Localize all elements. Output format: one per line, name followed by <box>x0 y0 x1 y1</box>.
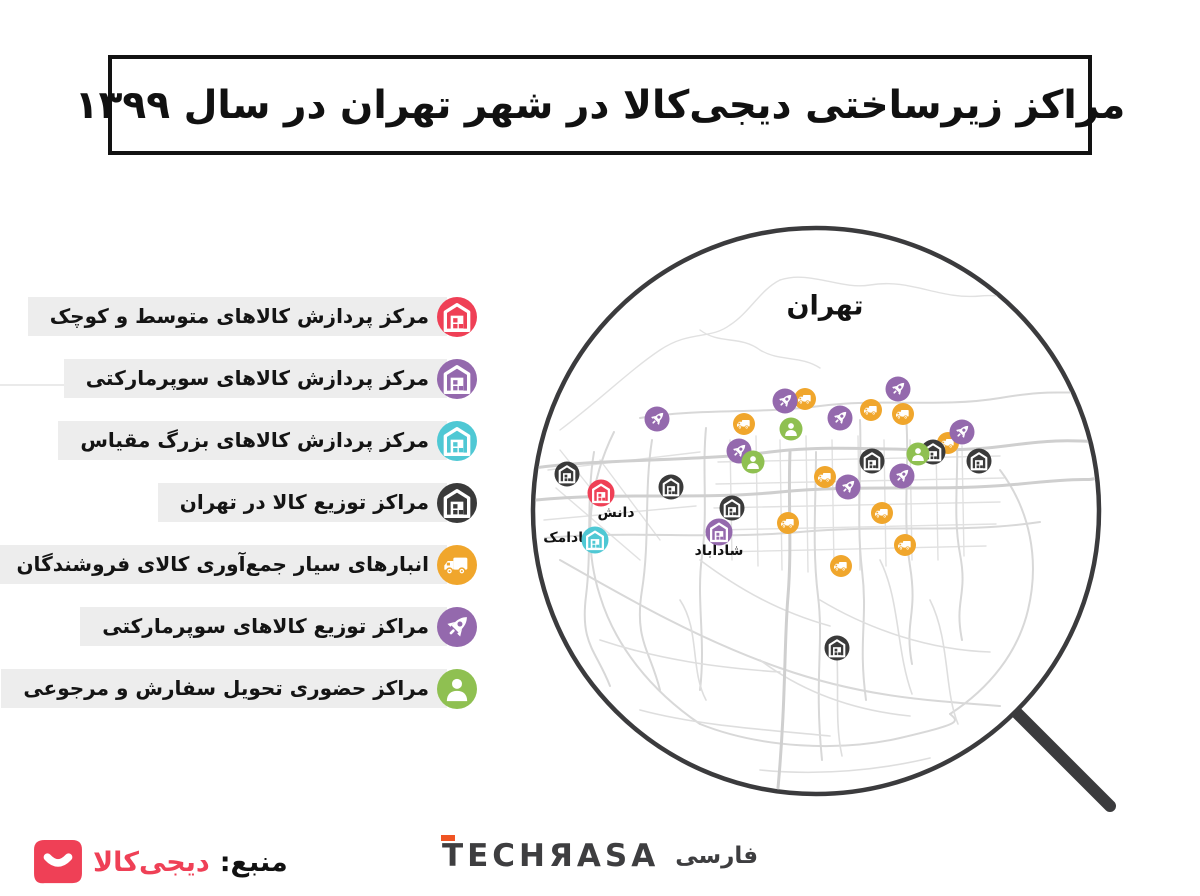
title-box: مراکز زیرساختی دیجی‌کالا در شهر تهران در… <box>75 55 1126 155</box>
map-marker-supermarket-distribution <box>889 463 915 489</box>
map-city-label: تهران <box>786 290 864 322</box>
map-marker-mobile-seller-warehouse <box>777 512 799 534</box>
building-icon <box>437 358 477 399</box>
map-marker-pickup-return <box>906 442 930 466</box>
legend-item-distribution-tehran: مراکز توزیع کالا در تهران <box>157 482 477 523</box>
map-marker-distribution-tehran <box>859 448 885 474</box>
map-marker-processing-large-scale <box>581 526 609 554</box>
legend-item-processing-medium-small: مرکز پردازش کالاهای متوسط و کوچک <box>27 296 477 337</box>
techrasa-wordmark: TECHЯASA <box>440 835 660 874</box>
techrasa-text: TECHЯASA <box>441 838 660 874</box>
building-icon <box>437 482 477 523</box>
map-place-label: دانش <box>597 505 635 521</box>
map-marker-processing-medium-small <box>587 479 615 507</box>
legend-item-label: مرکز پردازش کالاهای بزرگ مقیاس <box>58 421 447 460</box>
map-marker-mobile-seller-warehouse <box>871 502 893 524</box>
source-label: منبع: <box>219 846 288 878</box>
map-marker-supermarket-distribution <box>885 376 911 402</box>
techrasa-farsi-label: فارسی <box>675 843 759 869</box>
legend-item-label: مرکز پردازش کالاهای سوپرمارکتی <box>63 359 447 398</box>
building-icon <box>437 420 477 461</box>
legend-item-label: مراکز توزیع کالاهای سوپرمارکتی <box>80 607 447 646</box>
person-icon <box>437 668 477 709</box>
map-marker-distribution-tehran <box>658 474 684 500</box>
building-icon <box>437 296 477 337</box>
map-marker-mobile-seller-warehouse <box>830 555 852 577</box>
source-credit: دیجی‌کالا منبع: <box>33 836 288 888</box>
map-marker-supermarket-distribution <box>949 419 975 445</box>
map-marker-distribution-tehran <box>966 448 992 474</box>
page-title: مراکز زیرساختی دیجی‌کالا در شهر تهران در… <box>74 82 1126 128</box>
map-marker-pickup-return <box>741 450 765 474</box>
map-marker-distribution-tehran <box>554 461 580 487</box>
legend-item-processing-large-scale: مرکز پردازش کالاهای بزرگ مقیاس <box>58 420 477 461</box>
map-marker-supermarket-distribution <box>827 405 853 431</box>
legend: مرکز پردازش کالاهای متوسط و کوچک مرکز پر… <box>0 296 477 709</box>
techrasa-brand: TECHЯASA فارسی <box>440 835 759 874</box>
source-name: دیجی‌کالا <box>93 846 210 878</box>
map-place-label: شادآباد <box>694 543 744 559</box>
legend-item-label: مرکز پردازش کالاهای متوسط و کوچک <box>27 297 447 336</box>
map-marker-supermarket-distribution <box>644 406 670 432</box>
digikala-logo-icon <box>34 839 82 884</box>
map-marker-supermarket-distribution <box>772 388 798 414</box>
rocket-icon <box>437 606 477 647</box>
legend-item-processing-supermarket: مرکز پردازش کالاهای سوپرمارکتی <box>63 358 477 399</box>
magnifier-circle <box>530 225 1102 797</box>
map-marker-processing-supermarket <box>705 518 733 546</box>
map-marker-supermarket-distribution <box>835 474 861 500</box>
legend-item-label: انبارهای سیار جمع‌آوری کالای فروشندگان <box>0 545 447 584</box>
map-marker-mobile-seller-warehouse <box>860 399 882 421</box>
map-marker-mobile-seller-warehouse <box>794 388 816 410</box>
map-marker-mobile-seller-warehouse <box>814 466 836 488</box>
legend-item-supermarket-distribution: مراکز توزیع کالاهای سوپرمارکتی <box>80 606 477 647</box>
truck-icon <box>437 544 477 585</box>
legend-item-mobile-seller-warehouse: انبارهای سیار جمع‌آوری کالای فروشندگان <box>0 544 477 585</box>
legend-item-pickup-return: مراکز حضوری تحویل سفارش و مرجوعی <box>1 668 477 709</box>
magnifier-handle <box>1008 704 1116 812</box>
map-marker-mobile-seller-warehouse <box>894 534 916 556</box>
map-place-label: بادامک <box>543 530 589 546</box>
map-marker-pickup-return <box>779 417 803 441</box>
map-marker-mobile-seller-warehouse <box>733 413 755 435</box>
legend-item-label: مراکز حضوری تحویل سفارش و مرجوعی <box>1 669 447 708</box>
techrasa-accent-mark <box>440 835 455 841</box>
map-marker-distribution-tehran <box>824 635 850 661</box>
map-marker-distribution-tehran <box>719 495 745 521</box>
background-map-line <box>0 384 96 386</box>
legend-item-label: مراکز توزیع کالا در تهران <box>157 483 447 522</box>
map-marker-mobile-seller-warehouse <box>892 403 914 425</box>
